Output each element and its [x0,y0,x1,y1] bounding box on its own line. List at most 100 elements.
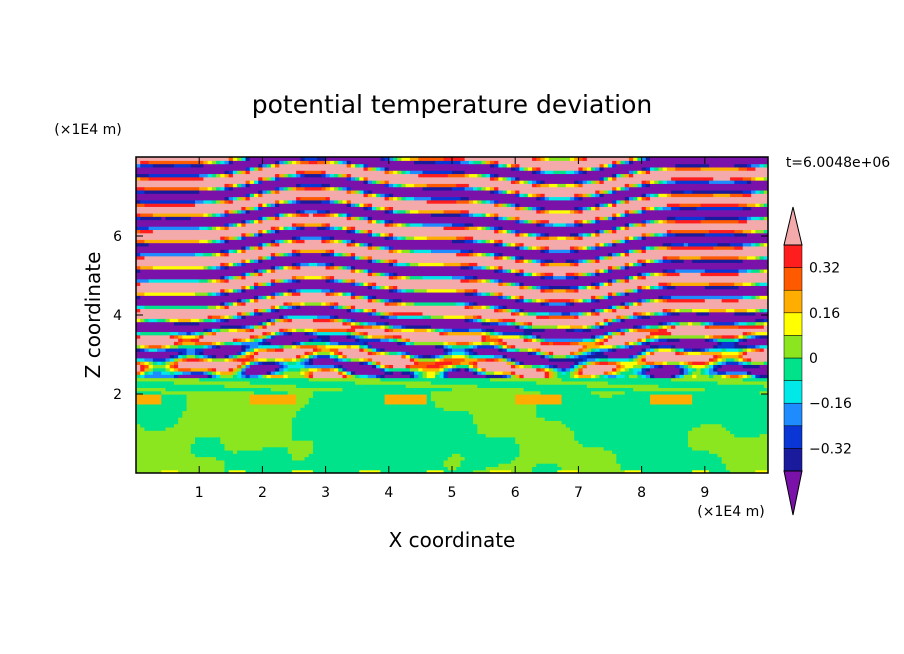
heatmap-cell [650,272,655,277]
heatmap-cell [384,311,390,316]
heatmap-cell [616,216,668,221]
heatmap-cell [485,328,495,333]
heatmap-cell [746,268,752,273]
heatmap-cell [527,324,533,329]
heatmap-cell [203,160,209,165]
heatmap-cell [599,180,605,184]
heatmap-cell [658,166,664,171]
heatmap-cell [253,282,259,286]
heatmap-cell [468,209,537,214]
heatmap-cell [291,288,297,293]
heatmap-cell [329,173,335,178]
heatmap-cell [734,321,740,326]
heatmap-cell [464,226,470,231]
heatmap-cell [384,157,390,161]
heatmap-cell [262,216,268,221]
heatmap-cell [709,370,719,375]
heatmap-cell [443,262,462,267]
heatmap-cell [140,282,255,286]
heatmap-cell [317,226,327,231]
heatmap-cell [548,249,571,254]
heatmap-cell [734,357,740,362]
heatmap-cell [544,301,550,306]
heatmap-cell [283,160,289,165]
heatmap-cell [266,321,272,326]
heatmap-cell [334,318,339,323]
heatmap-cell [738,361,744,365]
heatmap-cell [296,397,310,402]
heatmap-cell [300,226,306,231]
heatmap-cell [654,180,660,184]
heatmap-cell [578,262,626,267]
heatmap-cell [359,361,365,365]
heatmap-cell [494,160,499,165]
heatmap-cell [692,400,768,405]
heatmap-cell [308,357,314,362]
heatmap-cell [527,206,533,211]
heatmap-cell [523,387,634,392]
heatmap-cell [384,166,390,171]
heatmap-cell [270,229,276,234]
heatmap-cell [300,160,310,165]
heatmap-cell [291,236,297,240]
heatmap-cell [136,469,162,473]
heatmap-cell [270,387,344,392]
heatmap-cell [473,305,483,310]
heatmap-cell [620,463,727,468]
heatmap-cell [367,298,373,303]
heatmap-cell [300,199,322,204]
heatmap-cell [494,265,499,270]
heatmap-cell [616,364,622,369]
heatmap-cell [157,347,167,352]
heatmap-cell [569,374,575,379]
heatmap-cell [557,183,567,188]
heatmap-cell [224,357,230,362]
heatmap-cell [443,364,449,369]
heatmap-cell [388,298,394,303]
heatmap-cell [136,226,150,231]
heatmap-cell [641,324,647,329]
heatmap-cell [211,226,217,231]
heatmap-cell [304,370,310,375]
heatmap-cell [616,361,622,365]
heatmap-cell [253,259,259,263]
heatmap-cell [199,357,205,362]
heatmap-cell [371,268,495,273]
heatmap-cell [279,229,348,234]
heatmap-cell [751,361,765,365]
heatmap-cell [144,318,150,323]
heatmap-cell [346,229,352,234]
heatmap-cell [641,315,651,319]
heatmap-cell [207,328,213,333]
heatmap-cell [317,344,327,349]
heatmap-cell [603,189,609,194]
heatmap-cell [565,354,571,359]
heatmap-cell [603,268,609,273]
heatmap-cell [738,351,744,356]
heatmap-cell [232,288,238,293]
heatmap-cell [384,219,390,224]
heatmap-cell [523,259,529,263]
heatmap-cell [574,361,579,365]
heatmap-cell [367,334,373,339]
heatmap-cell [548,236,558,240]
heatmap-cell [140,265,154,270]
heatmap-cell [350,282,356,286]
heatmap-cell [607,265,613,270]
heatmap-cell [270,216,276,221]
heatmap-cell [468,364,474,369]
heatmap-cell [287,291,293,296]
heatmap-cell [136,232,242,237]
heatmap-cell [216,239,221,244]
heatmap-cell [532,232,537,237]
heatmap-cell [371,229,495,234]
heatmap-cell [569,209,575,214]
heatmap-cell [355,328,386,333]
heatmap-cell [359,334,365,339]
heatmap-cell [334,186,339,191]
heatmap-cell [296,236,301,240]
heatmap-cell [510,268,516,273]
heatmap-cell [544,245,550,250]
heatmap-cell [287,449,314,454]
heatmap-cell [666,361,681,365]
